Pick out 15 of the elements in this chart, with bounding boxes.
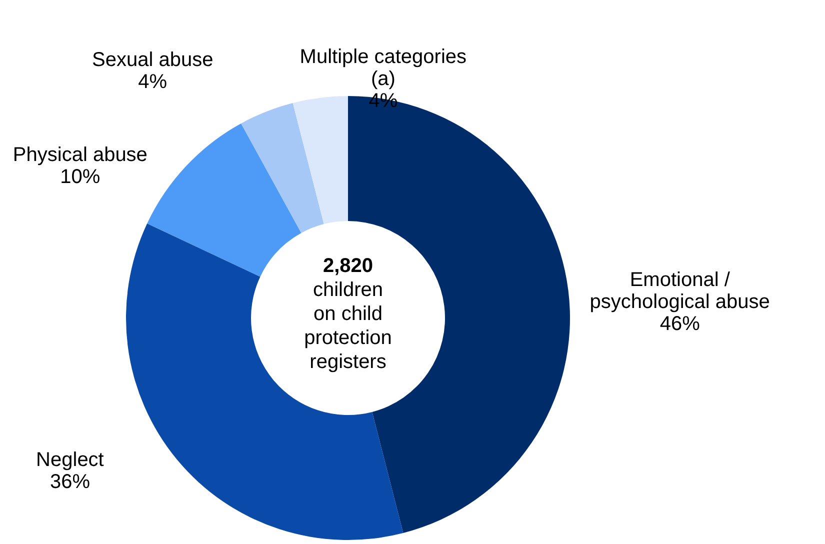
donut-slice xyxy=(241,102,324,233)
slice-label: Multiple categories (a) xyxy=(300,46,467,90)
donut-slice xyxy=(126,223,404,540)
donut-slice xyxy=(292,96,348,224)
data-label: 46% xyxy=(660,313,700,336)
text: children on child protection registers xyxy=(304,279,392,373)
slice-label: Sexual abuse xyxy=(92,48,214,71)
slice-label: Neglect xyxy=(36,449,104,472)
slice-label: Emotional / psychological abuse xyxy=(590,269,770,314)
slice-label: Physical abuse xyxy=(12,144,148,166)
data-label: 36% xyxy=(50,471,90,494)
data-label: 4% xyxy=(138,70,168,93)
donut-slice xyxy=(147,123,302,277)
text: 2,820 xyxy=(322,255,374,277)
data-label: 10% xyxy=(60,166,100,188)
